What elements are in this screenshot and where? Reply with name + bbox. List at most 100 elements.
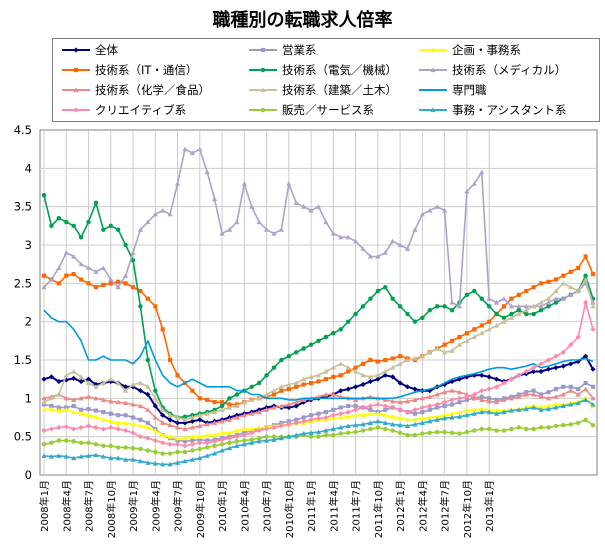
data-point [123, 242, 128, 248]
data-point [442, 415, 448, 421]
x-tick-label: 2009年7月 [172, 480, 185, 532]
data-point [116, 413, 121, 418]
data-point [486, 304, 492, 309]
data-point [93, 408, 99, 413]
legend-swatch-marker [430, 107, 436, 113]
legend-swatch-icon [419, 47, 447, 53]
data-point [153, 449, 158, 455]
legend-label: 技術系（IT・通信） [95, 63, 198, 77]
data-point [227, 440, 232, 446]
series-9 [43, 309, 594, 401]
data-point [427, 307, 432, 313]
y-tick-label: 2 [25, 315, 32, 329]
data-point [449, 299, 455, 305]
data-point [464, 188, 470, 194]
data-point [493, 384, 500, 390]
data-point [226, 227, 233, 232]
data-point [523, 406, 529, 412]
legend-label: 専門職 [452, 83, 487, 97]
data-point [63, 424, 69, 430]
data-point [568, 292, 574, 297]
data-point [100, 417, 106, 422]
data-point [323, 219, 329, 225]
data-point [197, 455, 203, 461]
data-point [63, 407, 69, 412]
legend-label: クリエイティブ系 [95, 103, 187, 117]
data-point [78, 424, 84, 431]
data-point [538, 307, 544, 313]
data-point [434, 417, 440, 422]
data-point [182, 435, 188, 441]
data-point [338, 373, 343, 378]
data-point [545, 296, 552, 301]
data-point [508, 315, 514, 320]
data-point [545, 406, 552, 412]
data-point [323, 414, 329, 421]
data-point [434, 429, 440, 435]
data-point [449, 397, 455, 403]
data-point [123, 388, 129, 393]
legend-label: 技術系（化学／食品） [95, 83, 210, 97]
legend-entry: 技術系（メディカル） [418, 62, 566, 78]
data-point [189, 441, 195, 447]
data-point [204, 432, 210, 438]
data-point [256, 427, 262, 434]
data-point [100, 380, 106, 386]
data-point [86, 219, 91, 225]
legend-swatch-icon [62, 47, 90, 53]
data-point [442, 304, 447, 309]
data-point [182, 449, 188, 455]
x-tick-label: 2008年4月 [60, 480, 73, 532]
data-point [509, 426, 514, 432]
data-point [100, 265, 106, 271]
legend: 全体 営業系 企画・事務系 技術系（IT・通信） 技術系（電気／機械） 技術系（メディカル… [52, 38, 600, 122]
data-point [308, 430, 314, 435]
data-point [375, 376, 381, 382]
data-point [301, 397, 307, 402]
data-point [493, 322, 500, 328]
data-point [293, 200, 299, 205]
data-point [271, 365, 277, 370]
data-point [538, 368, 544, 375]
data-point [160, 412, 166, 418]
data-point [41, 407, 47, 412]
data-point [167, 412, 173, 418]
data-point [71, 223, 76, 229]
data-point [531, 426, 536, 432]
data-point [493, 411, 500, 416]
data-point [205, 445, 210, 450]
data-point [427, 207, 433, 213]
data-point [226, 445, 233, 451]
data-point [353, 429, 358, 435]
data-point [197, 446, 203, 452]
data-point [315, 429, 322, 435]
data-point [464, 429, 470, 435]
data-point [590, 326, 596, 332]
data-point [85, 453, 92, 458]
data-point [212, 438, 218, 444]
data-point [508, 395, 514, 401]
series-line [43, 309, 594, 401]
data-point [420, 315, 425, 321]
data-point [531, 303, 537, 309]
data-point [71, 368, 77, 374]
data-point [174, 420, 181, 426]
data-point [108, 411, 113, 416]
data-point [553, 277, 558, 282]
data-point [152, 437, 158, 444]
data-point [568, 401, 574, 407]
data-point [375, 411, 381, 416]
data-point [383, 407, 388, 412]
data-point [442, 403, 447, 409]
data-point [249, 440, 255, 445]
data-point [449, 388, 455, 393]
data-point [71, 455, 77, 461]
data-point [375, 425, 381, 430]
data-point [323, 368, 329, 374]
data-point [561, 384, 566, 389]
data-point [263, 227, 270, 232]
data-point [316, 411, 321, 416]
data-point [456, 342, 463, 347]
data-point [434, 304, 440, 309]
